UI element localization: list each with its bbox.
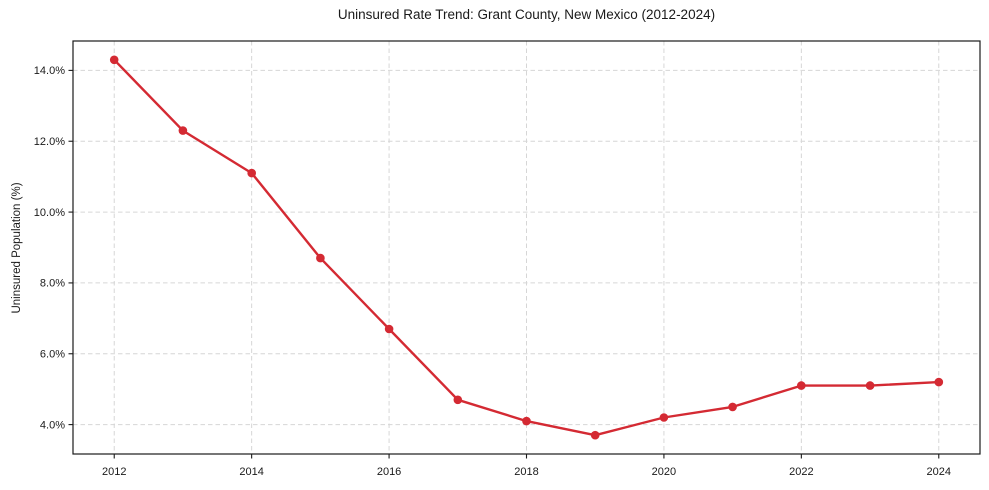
data-point xyxy=(934,377,944,387)
chart-title: Uninsured Rate Trend: Grant County, New … xyxy=(337,7,716,22)
data-point xyxy=(797,381,806,390)
x-tick-label: 2018 xyxy=(514,466,538,478)
data-point xyxy=(109,55,119,65)
y-tick-label: 6.0% xyxy=(40,349,65,361)
y-tick-label: 10.0% xyxy=(34,207,65,219)
data-point xyxy=(728,402,737,412)
data-point xyxy=(590,430,600,440)
x-tick-label: 2012 xyxy=(102,466,126,478)
data-point xyxy=(178,126,188,135)
x-tick-label: 2022 xyxy=(789,466,813,478)
x-tick-label: 2014 xyxy=(239,466,263,478)
data-point xyxy=(247,168,256,178)
y-tick-label: 12.0% xyxy=(34,136,65,148)
data-point xyxy=(865,381,875,390)
x-tick-label: 2020 xyxy=(652,466,676,478)
data-point xyxy=(659,413,669,422)
data-point xyxy=(316,253,325,263)
data-point xyxy=(453,395,463,405)
y-tick-label: 8.0% xyxy=(40,278,65,290)
data-point xyxy=(384,324,394,334)
y-tick-label: 14.0% xyxy=(34,65,65,77)
y-tick-label: 4.0% xyxy=(40,419,65,431)
x-tick-label: 2016 xyxy=(377,466,401,478)
data-point xyxy=(522,416,531,426)
x-tick-label: 2024 xyxy=(927,466,951,478)
